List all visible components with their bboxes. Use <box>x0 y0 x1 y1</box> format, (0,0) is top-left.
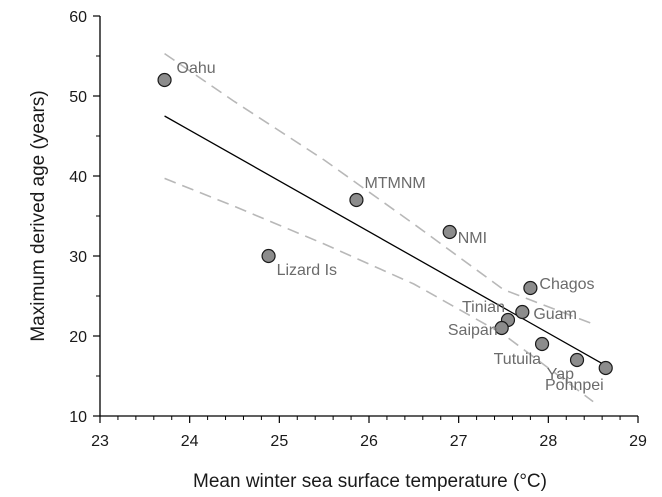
data-point <box>515 304 530 320</box>
y-tick-label: 60 <box>69 9 87 26</box>
x-tick-label: 29 <box>629 433 647 450</box>
confidence-band-lower <box>164 177 594 403</box>
x-tick-label: 27 <box>450 433 468 450</box>
data-point <box>494 320 509 336</box>
data-point <box>261 248 276 264</box>
data-point <box>523 280 538 296</box>
confidence-band-upper <box>164 52 594 325</box>
data-point <box>598 360 613 376</box>
point-label: Lizard Is <box>277 262 337 279</box>
regression-line <box>164 115 607 367</box>
point-label: Pohnpei <box>545 377 604 394</box>
data-point <box>442 224 457 240</box>
point-label: Yap <box>547 366 574 383</box>
point-label: Chagos <box>539 276 594 293</box>
data-point <box>157 72 172 88</box>
x-tick-label: 26 <box>360 433 378 450</box>
fit-lines <box>164 52 607 403</box>
y-tick-label: 50 <box>69 89 87 106</box>
data-points <box>157 72 613 376</box>
data-point <box>534 336 550 352</box>
point-label: Tutuila <box>494 351 542 368</box>
point-label: Tinian <box>462 299 505 316</box>
y-tick-label: 30 <box>69 249 87 266</box>
y-tick-label: 20 <box>69 329 87 346</box>
x-tick-label: 24 <box>181 433 199 450</box>
y-tick-label: 10 <box>69 409 87 426</box>
x-tick-label: 23 <box>91 433 109 450</box>
data-point <box>349 192 364 208</box>
point-label: Oahu <box>177 60 216 77</box>
point-label: Guam <box>533 306 577 323</box>
y-tick-label: 40 <box>69 169 87 186</box>
point-labels: Oahu Lizard Is MTMNM NMI Chagos Guam Tinian Sai… <box>177 60 604 394</box>
x-tick-label: 28 <box>539 433 557 450</box>
x-tick-label: 25 <box>270 433 288 450</box>
point-label: MTMNM <box>364 175 425 192</box>
data-point <box>569 352 585 368</box>
point-label: NMI <box>458 230 487 247</box>
axes: 23 24 25 26 27 28 29 10 20 30 40 50 60 <box>69 9 647 450</box>
point-label: Saipan <box>448 322 498 339</box>
y-axis-title: Maximum derived age (years) <box>28 90 49 341</box>
x-axis-title: Mean winter sea surface temperature (°C) <box>193 471 547 492</box>
